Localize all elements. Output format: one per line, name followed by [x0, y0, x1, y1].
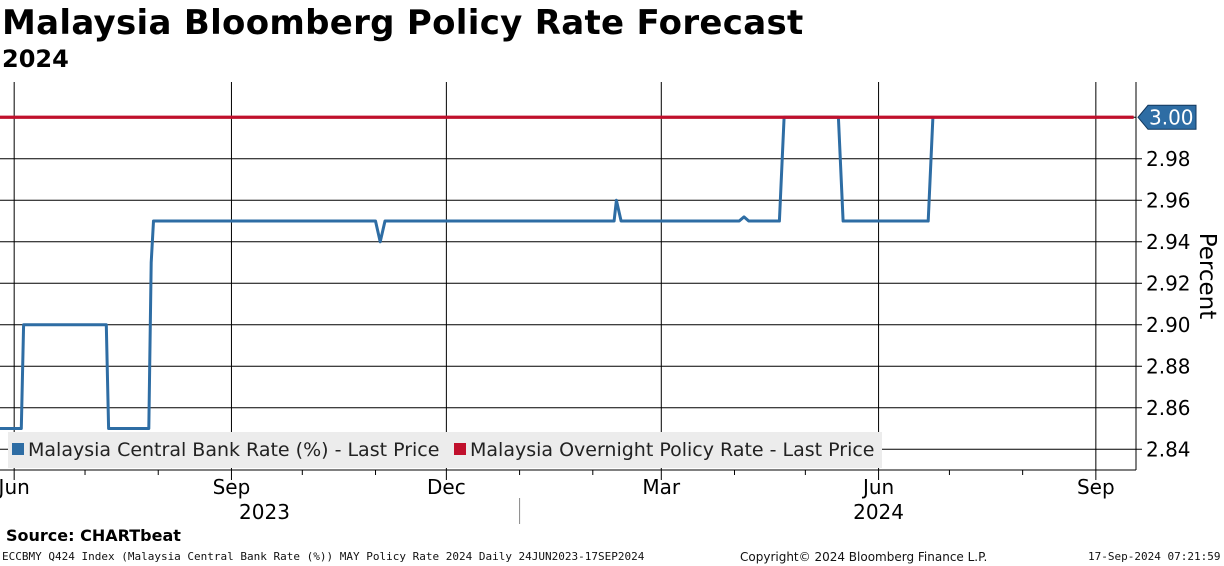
y-tick-label: 2.98 [1146, 147, 1191, 171]
y-tick-label: 2.90 [1146, 313, 1191, 337]
footer-ticker: ECCBMY Q424 Index (Malaysia Central Bank… [2, 550, 645, 563]
legend-background [8, 432, 882, 468]
y-tick-label: 2.84 [1146, 437, 1191, 461]
legend-item-overnight-policy: Malaysia Overnight Policy Rate - Last Pr… [470, 439, 875, 461]
x-tick-label: Jun [0, 475, 30, 499]
y-tick-label: 2.86 [1146, 396, 1191, 420]
y-axis-label: Percent [1194, 233, 1220, 320]
legend-swatch [454, 443, 466, 455]
year-label: 2023 [239, 500, 290, 524]
y-tick-label: 2.88 [1146, 354, 1191, 378]
grid-lines [0, 82, 1136, 470]
footer-copyright: Copyright© 2024 Bloomberg Finance L.P. [740, 550, 988, 564]
y-tick-label: 2.92 [1146, 271, 1191, 295]
y-tick-label: 2.96 [1146, 188, 1191, 212]
x-tick-label: Mar [642, 475, 681, 499]
legend-swatch [12, 443, 24, 455]
y-tick-label: 2.94 [1146, 230, 1191, 254]
last-value-label: 3.00 [1149, 105, 1194, 129]
series-lines [0, 115, 1134, 430]
source-note: Source: CHARTbeat [6, 526, 181, 545]
year-label: 2024 [853, 500, 904, 524]
axes: 2.84 2.86 2.88 2.90 2.92 2.94 2.96 2.98 3.00 Perc… [0, 82, 1220, 524]
chart-title: Malaysia Bloomberg Policy Rate Forecast [2, 3, 804, 43]
x-tick-label: Sep [213, 475, 251, 499]
x-tick-label: Dec [427, 475, 466, 499]
last-value-tag [1137, 104, 1197, 130]
legend: Malaysia Central Bank Rate (%) - Last Pr… [8, 432, 882, 468]
x-tick-label: Jun [861, 475, 894, 499]
x-tick-label: Sep [1077, 475, 1115, 499]
footer-timestamp: 17-Sep-2024 07:21:59 [1088, 550, 1221, 563]
chart-subtitle: 2024 [2, 45, 69, 73]
series-central-bank-rate [0, 115, 935, 430]
legend-item-central-bank: Malaysia Central Bank Rate (%) - Last Pr… [28, 439, 439, 461]
